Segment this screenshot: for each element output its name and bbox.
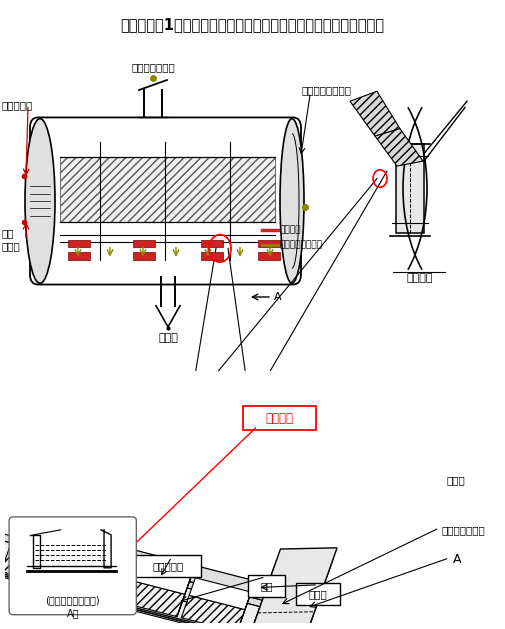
Text: A: A	[274, 292, 282, 302]
Polygon shape	[275, 559, 333, 565]
Bar	[133, 252, 155, 260]
Polygon shape	[375, 129, 423, 166]
Polygon shape	[249, 548, 337, 629]
Polygon shape	[69, 547, 131, 579]
FancyBboxPatch shape	[134, 555, 201, 577]
Text: 仕切板: 仕切板	[446, 475, 465, 485]
Polygon shape	[249, 625, 310, 629]
Polygon shape	[129, 562, 191, 594]
Text: 蒸気噴出口: 蒸気噴出口	[152, 561, 183, 571]
Bar	[258, 252, 280, 260]
Polygon shape	[9, 532, 71, 564]
Bar	[258, 240, 280, 247]
Polygon shape	[0, 541, 260, 629]
Text: 加熱主蒸気: 加熱主蒸気	[2, 100, 33, 110]
Text: 胴体内部: 胴体内部	[407, 274, 433, 283]
Bar	[68, 240, 90, 247]
Text: ドレン: ドレン	[158, 333, 178, 343]
Bar	[60, 157, 275, 222]
Polygon shape	[177, 577, 191, 616]
FancyBboxPatch shape	[2, 368, 503, 626]
Text: 伊方発電所1号機　湿分分離加熱器蒸気噴出口取付部の割れ状況図: 伊方発電所1号機 湿分分離加熱器蒸気噴出口取付部の割れ状況図	[121, 18, 384, 33]
Polygon shape	[61, 565, 125, 601]
Polygon shape	[39, 540, 320, 600]
FancyBboxPatch shape	[248, 575, 285, 597]
Bar	[133, 240, 155, 247]
Polygon shape	[189, 578, 251, 610]
FancyBboxPatch shape	[9, 517, 136, 615]
Ellipse shape	[25, 119, 55, 283]
Text: (蒸気噴出口拡大図)
A視: (蒸気噴出口拡大図) A視	[45, 595, 100, 618]
Polygon shape	[117, 561, 131, 601]
Polygon shape	[350, 91, 400, 136]
Ellipse shape	[280, 119, 304, 283]
Text: サイドプレート: サイドプレート	[441, 525, 485, 535]
Bar	[68, 252, 90, 260]
FancyBboxPatch shape	[243, 406, 316, 430]
Bar	[201, 240, 223, 247]
Text: 天板: 天板	[261, 581, 273, 591]
Text: 高圧タービンより: 高圧タービンより	[302, 85, 352, 95]
Polygon shape	[3, 534, 263, 606]
Polygon shape	[57, 546, 71, 586]
FancyBboxPatch shape	[296, 583, 340, 604]
FancyBboxPatch shape	[396, 143, 424, 233]
Text: 割れ箇所: 割れ箇所	[266, 411, 294, 425]
Polygon shape	[1, 549, 65, 586]
Text: A: A	[452, 554, 461, 566]
FancyBboxPatch shape	[30, 118, 301, 284]
Text: 蒸気
ドレン: 蒸気 ドレン	[2, 228, 21, 251]
Polygon shape	[181, 596, 245, 629]
Text: 高圧タービン排気: 高圧タービン排気	[280, 240, 323, 249]
Polygon shape	[39, 535, 98, 543]
Text: 整流板: 整流板	[309, 589, 328, 599]
Polygon shape	[237, 592, 251, 629]
Text: 加熱蒸気: 加熱蒸気	[280, 225, 301, 234]
Polygon shape	[121, 580, 185, 616]
Text: 低圧タービンへ: 低圧タービンへ	[131, 62, 175, 72]
Bar	[201, 252, 223, 260]
Polygon shape	[249, 564, 331, 629]
